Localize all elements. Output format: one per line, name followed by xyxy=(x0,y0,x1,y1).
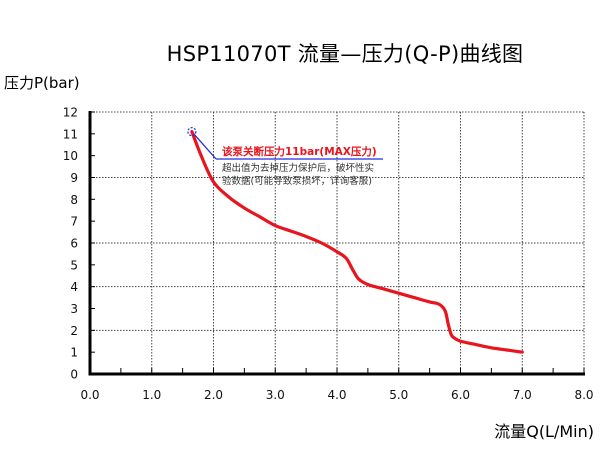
grid-lines xyxy=(90,111,585,374)
qp-curve xyxy=(190,130,524,354)
x-tick-label: 3.0 xyxy=(266,388,285,402)
annotation-note-line1: 超出值为去掉压力保护后，破坏性实 xyxy=(222,162,374,174)
y-tick-label: 9 xyxy=(70,171,78,185)
annotation-note-line2: 验数据(可能导致泵损坏，详询客服) xyxy=(222,175,372,187)
chart-title: HSP11070T 流量—压力(Q-P)曲线图 xyxy=(166,42,524,66)
max-pressure-marker-icon xyxy=(187,127,197,137)
y-tick-label: 5 xyxy=(70,258,78,272)
y-axis-label: 压力P(bar) xyxy=(4,74,80,92)
y-tick-label: 7 xyxy=(70,215,78,229)
x-tick-label: 4.0 xyxy=(327,388,346,402)
y-tick-label: 6 xyxy=(70,237,78,251)
x-tick-label: 6.0 xyxy=(451,388,470,402)
x-tick-label: 7.0 xyxy=(513,388,532,402)
axes xyxy=(88,111,585,376)
y-tick-label: 1 xyxy=(70,346,78,360)
y-tick-label: 8 xyxy=(70,193,78,207)
x-tick-label: 8.0 xyxy=(574,388,593,402)
annotation-main-text: 该泵关断压力11bar(MAX压力) xyxy=(222,145,377,158)
y-tick-label: 0 xyxy=(70,368,78,382)
annotation: 该泵关断压力11bar(MAX压力) 超出值为去掉压力保护后，破坏性实 验数据(… xyxy=(191,131,383,187)
x-tick-label: 0.0 xyxy=(80,388,99,402)
y-tick-label: 3 xyxy=(70,302,78,316)
y-tick-label: 12 xyxy=(63,106,78,120)
x-tick-label: 5.0 xyxy=(389,388,408,402)
y-tick-label: 11 xyxy=(63,127,78,141)
annotation-leader-line xyxy=(191,131,217,160)
x-tick-label: 2.0 xyxy=(204,388,223,402)
x-tick-label: 1.0 xyxy=(142,388,161,402)
x-axis-label: 流量Q(L/Min) xyxy=(494,422,594,441)
y-tick-label: 4 xyxy=(70,280,78,294)
y-tick-label: 10 xyxy=(63,149,78,163)
y-tick-label: 2 xyxy=(70,324,78,338)
